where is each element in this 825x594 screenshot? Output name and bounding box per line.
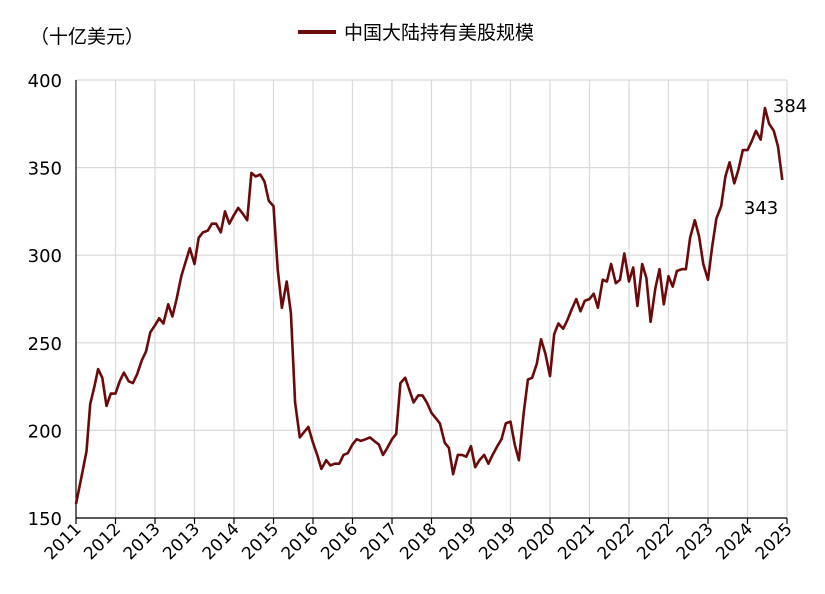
y-tick-label: 150	[28, 509, 62, 530]
data-label: 384	[773, 96, 807, 117]
y-tick-label: 250	[28, 334, 62, 355]
x-tick-label: 2013	[159, 519, 204, 564]
x-tick-label: 2013	[120, 519, 165, 564]
y-tick-label: 400	[28, 71, 62, 92]
x-tick-label: 2016	[278, 519, 323, 564]
x-tick-label: 2022	[594, 519, 639, 564]
x-tick-label: 2022	[633, 519, 678, 564]
data-label: 343	[744, 198, 778, 219]
x-tick-label: 2024	[712, 519, 757, 564]
legend-line-swatch	[298, 29, 336, 34]
legend-label: 中国大陆持有美股规模	[344, 22, 535, 44]
x-tick-label: 2021	[554, 519, 599, 564]
x-tick-label: 2017	[357, 519, 402, 564]
x-tick-label: 2018	[396, 519, 441, 564]
x-tick-label: 2023	[673, 519, 718, 564]
x-tick-label: 2025	[752, 519, 797, 564]
x-tick-label: 2019	[475, 519, 520, 564]
y-unit-label: （十亿美元）	[30, 26, 145, 48]
y-tick-label: 200	[28, 421, 62, 442]
y-tick-label: 350	[28, 159, 62, 180]
x-tick-label: 2014	[199, 519, 244, 564]
x-tick-label: 2019	[436, 519, 481, 564]
series-line	[74, 106, 784, 505]
x-tick-label: 2016	[317, 519, 362, 564]
x-tick-label: 2020	[515, 519, 560, 564]
y-tick-label: 300	[28, 246, 62, 267]
x-tick-label: 2012	[80, 519, 125, 564]
legend: 中国大陆持有美股规模	[298, 18, 534, 45]
x-tick-label: 2015	[238, 519, 283, 564]
